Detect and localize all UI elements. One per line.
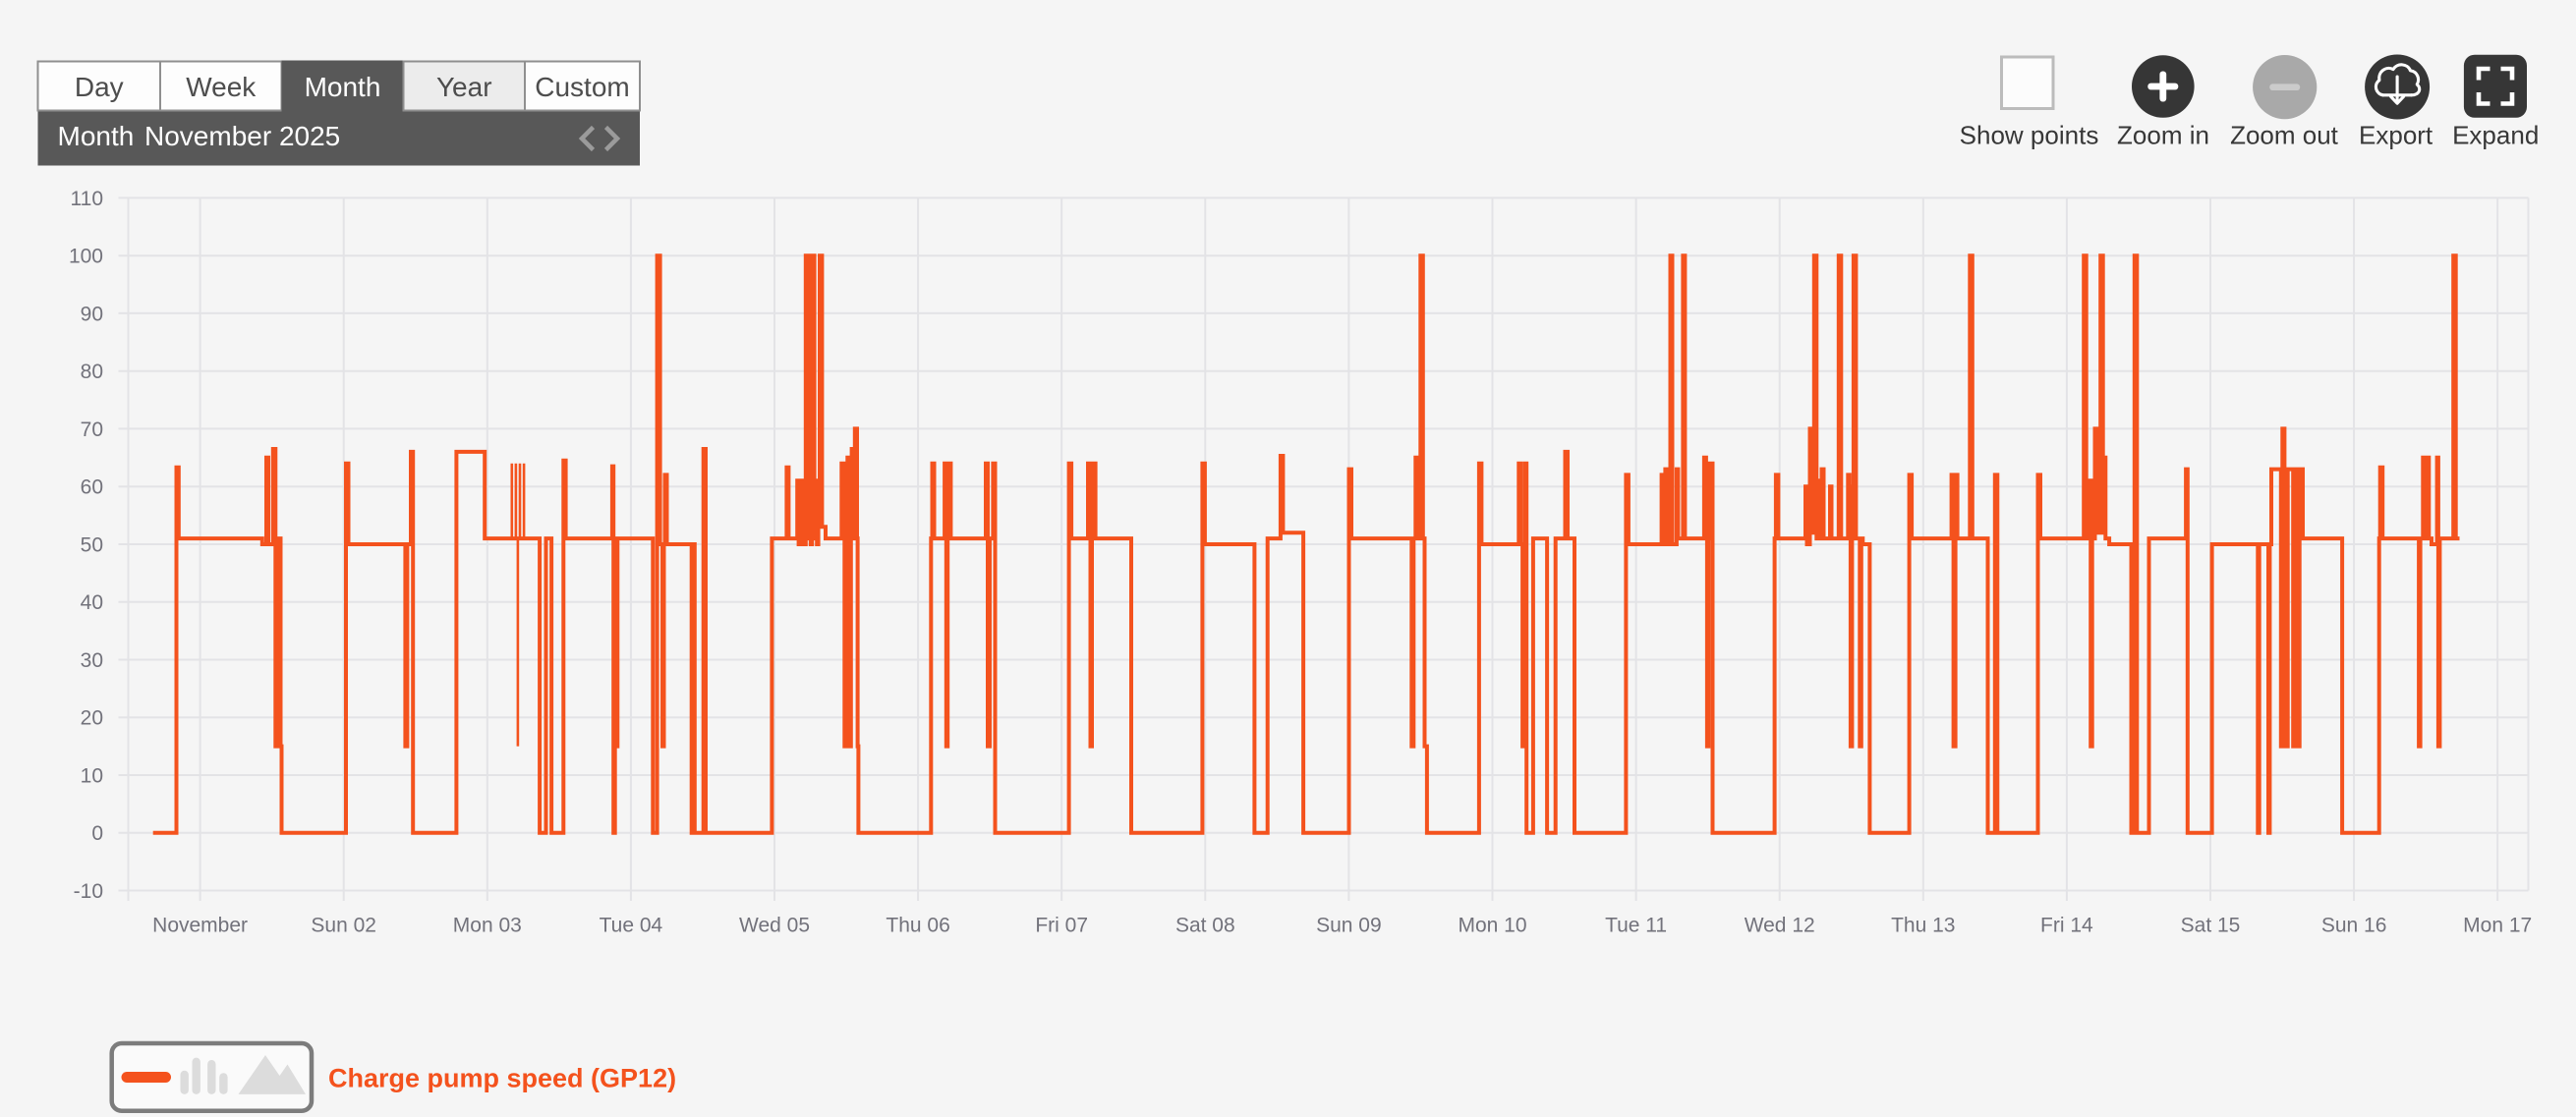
svg-text:50: 50 (81, 534, 103, 557)
svg-text:80: 80 (81, 361, 103, 383)
svg-text:Month: Month (58, 121, 135, 151)
svg-text:Custom: Custom (535, 72, 629, 102)
svg-text:40: 40 (81, 591, 103, 614)
svg-text:Sat 08: Sat 08 (1175, 915, 1235, 937)
svg-text:Zoom in: Zoom in (2117, 121, 2209, 150)
svg-text:Wed 12: Wed 12 (1745, 915, 1815, 937)
svg-text:-10: -10 (74, 880, 103, 903)
svg-text:110: 110 (71, 188, 103, 210)
svg-text:Sat 15: Sat 15 (2181, 915, 2241, 937)
svg-text:Tue 11: Tue 11 (1605, 915, 1667, 937)
svg-text:Fri 07: Fri 07 (1035, 915, 1088, 937)
svg-text:Charge pump speed (GP12): Charge pump speed (GP12) (328, 1064, 676, 1093)
svg-text:Export: Export (2359, 121, 2433, 150)
svg-text:Sun 16: Sun 16 (2321, 915, 2387, 937)
svg-text:Show points: Show points (1960, 121, 2099, 150)
svg-text:10: 10 (81, 765, 103, 788)
svg-text:70: 70 (81, 419, 103, 441)
svg-text:Tue 04: Tue 04 (600, 915, 663, 937)
svg-text:0: 0 (91, 822, 103, 845)
svg-text:Zoom out: Zoom out (2230, 121, 2339, 150)
svg-text:Year: Year (436, 72, 492, 102)
svg-text:Mon 03: Mon 03 (453, 915, 522, 937)
svg-text:Expand: Expand (2452, 121, 2539, 150)
svg-text:Week: Week (186, 72, 257, 102)
svg-text:November: November (152, 915, 248, 937)
svg-text:Thu 06: Thu 06 (886, 915, 949, 937)
svg-text:November 2025: November 2025 (144, 121, 340, 151)
svg-text:Mon 17: Mon 17 (2463, 915, 2532, 937)
svg-text:Thu 13: Thu 13 (1891, 915, 1955, 937)
svg-text:30: 30 (81, 649, 103, 672)
svg-text:Sun 09: Sun 09 (1316, 915, 1382, 937)
svg-text:Month: Month (305, 72, 381, 102)
svg-text:Day: Day (75, 72, 124, 102)
svg-text:Mon 10: Mon 10 (1458, 915, 1526, 937)
svg-text:Wed 05: Wed 05 (739, 915, 810, 937)
svg-text:20: 20 (81, 707, 103, 730)
svg-text:60: 60 (81, 476, 103, 499)
svg-text:Fri 14: Fri 14 (2040, 915, 2093, 937)
svg-text:90: 90 (81, 303, 103, 325)
svg-text:100: 100 (69, 246, 103, 268)
svg-text:Sun 02: Sun 02 (311, 915, 376, 937)
